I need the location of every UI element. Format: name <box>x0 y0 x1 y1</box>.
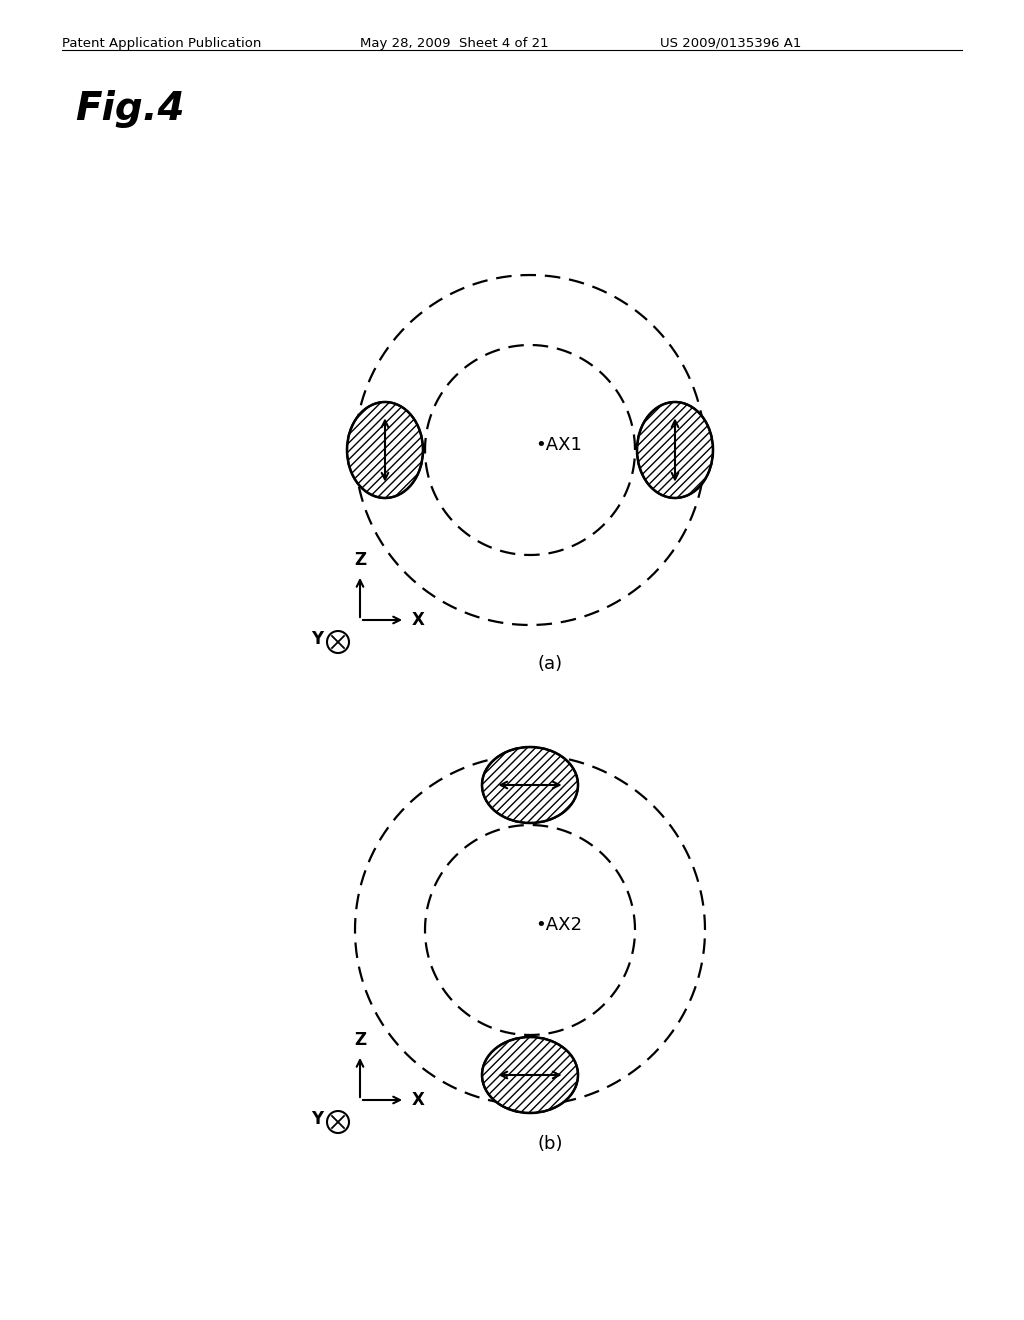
Text: Z: Z <box>354 1031 366 1049</box>
Ellipse shape <box>482 1038 578 1113</box>
Text: May 28, 2009  Sheet 4 of 21: May 28, 2009 Sheet 4 of 21 <box>360 37 549 50</box>
Ellipse shape <box>482 747 578 822</box>
Text: X: X <box>412 1092 425 1109</box>
Circle shape <box>327 631 349 653</box>
Text: Y: Y <box>311 1110 323 1129</box>
Text: Patent Application Publication: Patent Application Publication <box>62 37 261 50</box>
Text: X: X <box>412 611 425 630</box>
Text: Z: Z <box>354 550 366 569</box>
Text: •AX2: •AX2 <box>535 916 582 935</box>
Text: (b): (b) <box>538 1135 563 1152</box>
Circle shape <box>327 1111 349 1133</box>
Ellipse shape <box>347 403 423 498</box>
Text: (a): (a) <box>538 655 562 673</box>
Text: US 2009/0135396 A1: US 2009/0135396 A1 <box>660 37 802 50</box>
Text: Fig.4: Fig.4 <box>75 90 184 128</box>
Text: Y: Y <box>311 630 323 648</box>
Ellipse shape <box>637 403 713 498</box>
Text: •AX1: •AX1 <box>535 436 582 454</box>
